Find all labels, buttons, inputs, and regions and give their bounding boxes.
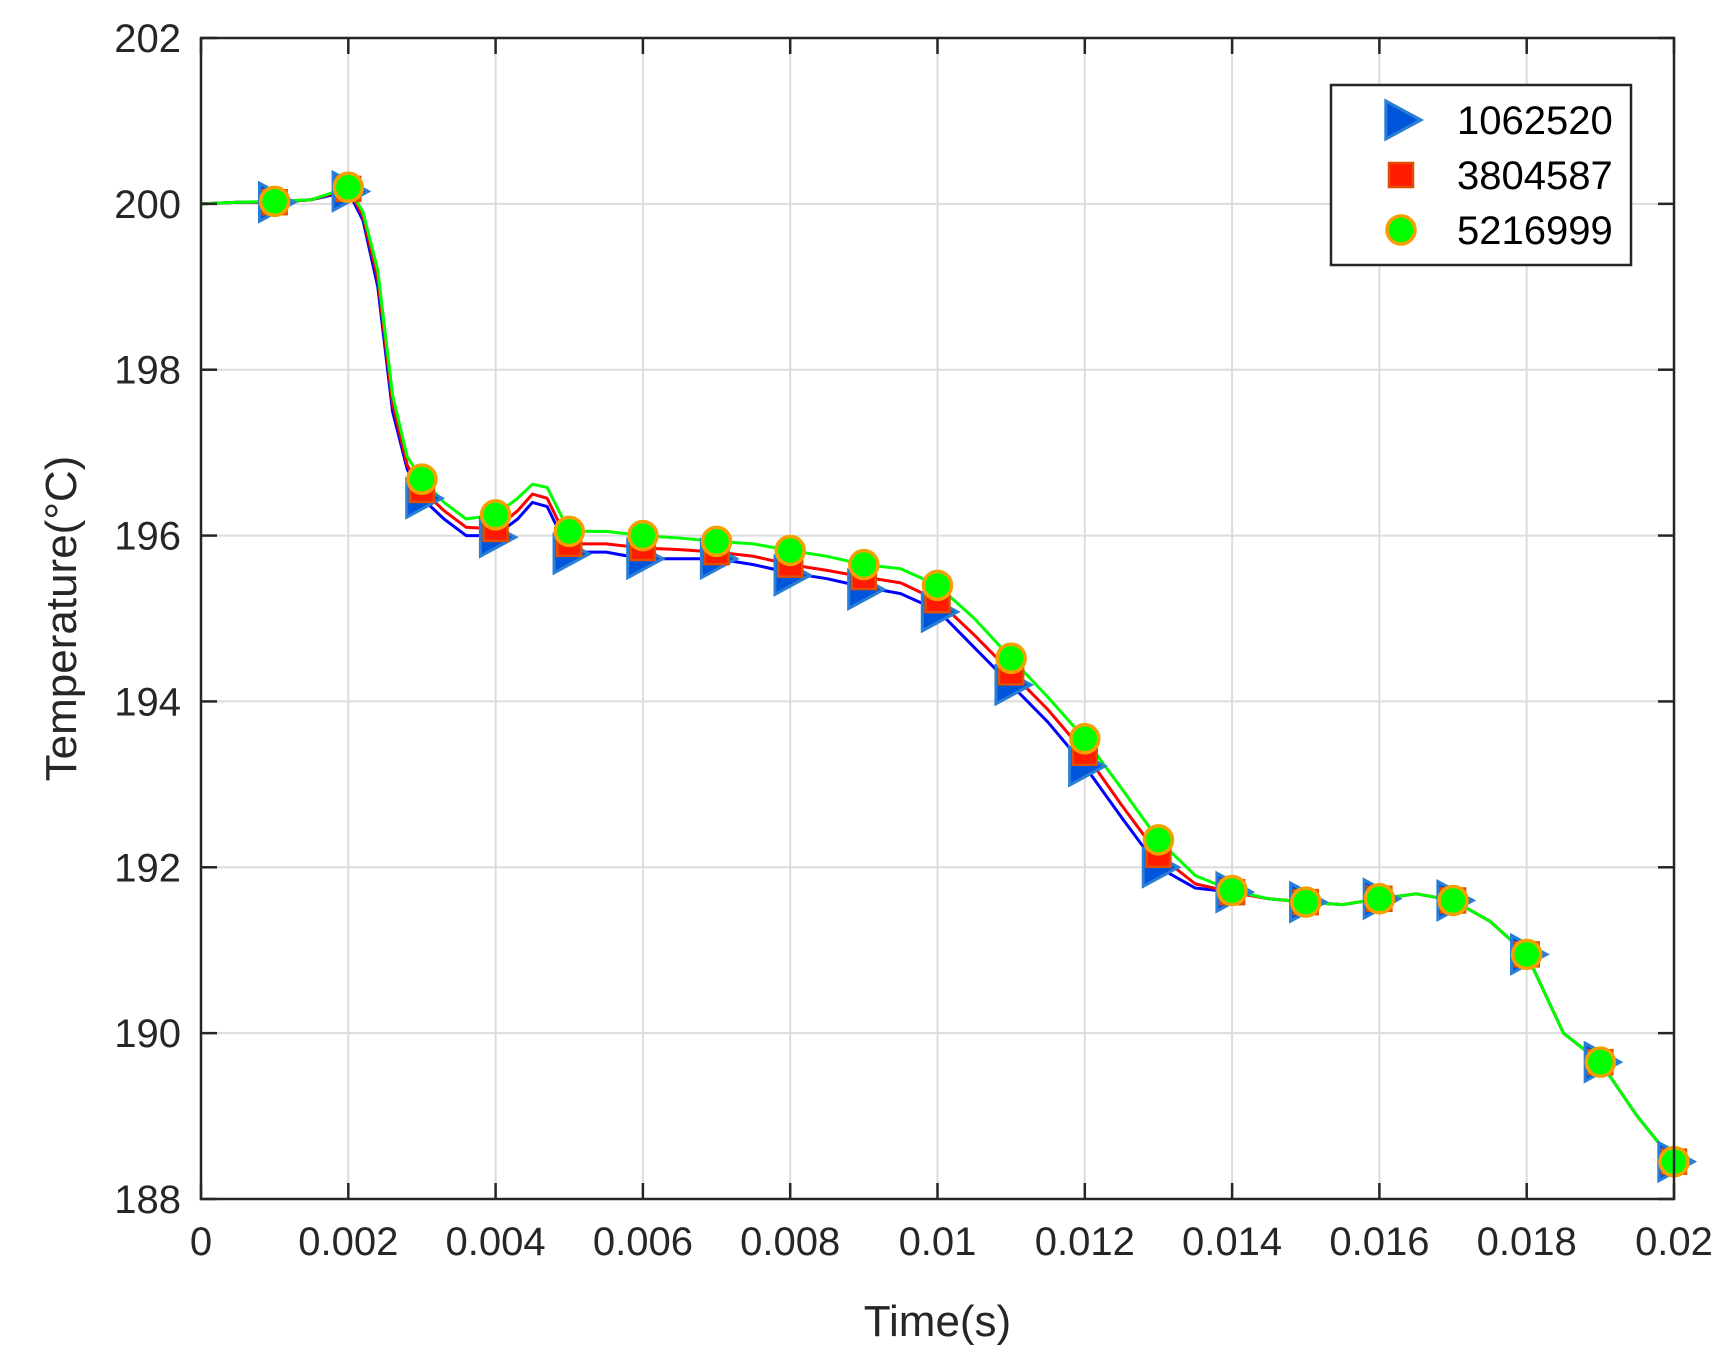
x-tick-label: 0.018 bbox=[1477, 1220, 1577, 1264]
series-3-marker bbox=[848, 548, 880, 581]
series-3-marker bbox=[995, 642, 1027, 675]
y-tick-label: 190 bbox=[114, 1012, 181, 1056]
y-tick-label: 192 bbox=[114, 846, 181, 890]
series-3-marker bbox=[1510, 938, 1543, 971]
series-3-marker bbox=[258, 185, 291, 218]
x-axis-title: Time(s) bbox=[864, 1297, 1011, 1346]
series-3-marker bbox=[553, 515, 585, 548]
series-3-marker bbox=[1069, 722, 1101, 755]
y-tick-label: 200 bbox=[114, 183, 181, 227]
legend-label-3: 5216999 bbox=[1457, 209, 1613, 253]
series-3-marker bbox=[700, 525, 733, 558]
x-tick-label: 0.02 bbox=[1635, 1220, 1713, 1264]
legend-label-1: 1062520 bbox=[1457, 99, 1613, 143]
legend-marker-3 bbox=[1385, 214, 1417, 246]
plot-area bbox=[200, 169, 1698, 1184]
x-tick-label: 0.002 bbox=[298, 1220, 398, 1264]
series-3-marker bbox=[1142, 824, 1175, 856]
x-tick-label: 0 bbox=[190, 1220, 212, 1264]
x-tick-label: 0.006 bbox=[593, 1220, 693, 1264]
series-3-marker bbox=[1290, 886, 1322, 918]
y-tick-label: 202 bbox=[114, 17, 181, 61]
series-3-marker bbox=[406, 463, 438, 495]
series-3-marker bbox=[921, 569, 954, 602]
series-3-marker bbox=[1437, 884, 1469, 917]
y-tick-label: 188 bbox=[114, 1178, 181, 1222]
series-3-marker bbox=[1363, 883, 1396, 915]
series-3-marker bbox=[1216, 874, 1248, 907]
y-axis-title: Temperature(°C) bbox=[37, 456, 86, 782]
y-tick-label: 198 bbox=[114, 349, 181, 393]
x-tick-label: 0.014 bbox=[1182, 1220, 1282, 1264]
y-tick-label: 194 bbox=[114, 680, 181, 724]
series-3-marker bbox=[627, 519, 659, 552]
y-tick-labels: 188 190 192 194 196 198 200 202 bbox=[114, 17, 181, 1222]
x-tick-label: 0.008 bbox=[740, 1220, 840, 1264]
y-tick-label: 196 bbox=[114, 515, 181, 559]
x-tick-label: 0.01 bbox=[899, 1220, 977, 1264]
x-tick-label: 0.016 bbox=[1329, 1220, 1429, 1264]
legend-marker-2 bbox=[1387, 161, 1415, 189]
legend-label-2: 3804587 bbox=[1457, 154, 1613, 198]
series-3-marker bbox=[479, 499, 512, 531]
x-tick-label: 0.004 bbox=[446, 1220, 546, 1264]
legend-box bbox=[1329, 83, 1633, 267]
legend: 1062520 3804587 5216999 bbox=[1329, 83, 1633, 267]
x-tick-label: 0.012 bbox=[1035, 1220, 1135, 1264]
series-3-marker bbox=[332, 171, 365, 204]
series-3-marker bbox=[774, 534, 806, 567]
legend-marker-1 bbox=[1384, 98, 1425, 142]
axis-ticks bbox=[199, 36, 1676, 1201]
x-tick-labels: 0 0.002 0.004 0.006 0.008 0.01 0.012 0.014 0.016… bbox=[190, 1220, 1713, 1264]
series-markers bbox=[257, 169, 1698, 1184]
series-3-marker bbox=[1584, 1046, 1617, 1078]
